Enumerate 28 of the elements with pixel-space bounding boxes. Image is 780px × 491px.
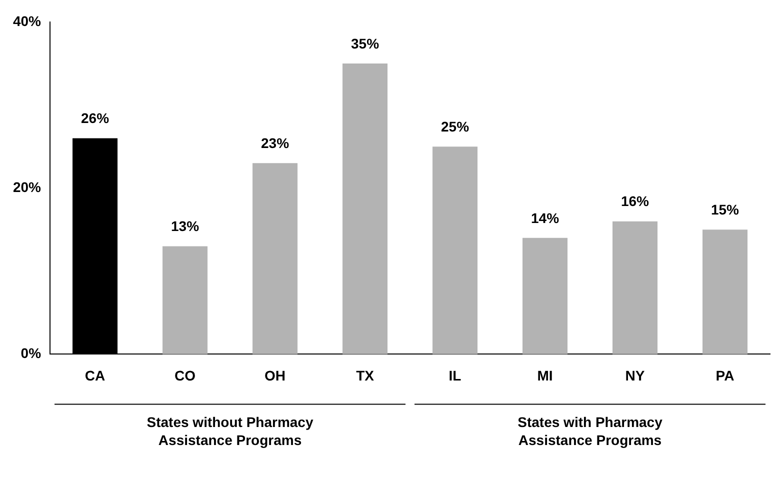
data-label: 23%: [261, 135, 290, 152]
data-label: 13%: [171, 218, 200, 234]
bar: [162, 246, 208, 354]
x-tick-label: CO: [174, 367, 196, 384]
text: States without Pharmacy Assistance Programs: [146, 414, 314, 448]
text: States with Pharmacy Assistance Programs: [518, 414, 663, 448]
bar: [702, 230, 748, 354]
x-tick-label: MI: [537, 367, 553, 384]
x-tick-label: CA: [84, 367, 106, 384]
bar: [252, 163, 298, 354]
y-tick-label: 0%: [20, 345, 42, 362]
bar: [612, 221, 658, 354]
x-tick-label: NY: [625, 367, 646, 384]
bar: [342, 64, 388, 354]
x-tick-label: PA: [716, 367, 734, 384]
data-label: 16%: [620, 193, 650, 210]
data-label: 15%: [710, 201, 740, 218]
x-tick-label: IL: [448, 367, 462, 384]
x-tick-label: TX: [356, 367, 375, 384]
y-tick-label: 20%: [12, 178, 42, 195]
y-tick-label: 40%: [12, 12, 42, 29]
data-label: 26%: [81, 110, 110, 126]
bar: [432, 146, 478, 354]
data-label: 14%: [530, 210, 560, 226]
x-tick-label: OH: [264, 367, 286, 384]
data-label: 25%: [440, 118, 470, 134]
bar: [522, 238, 568, 354]
data-label: 35%: [350, 35, 380, 52]
